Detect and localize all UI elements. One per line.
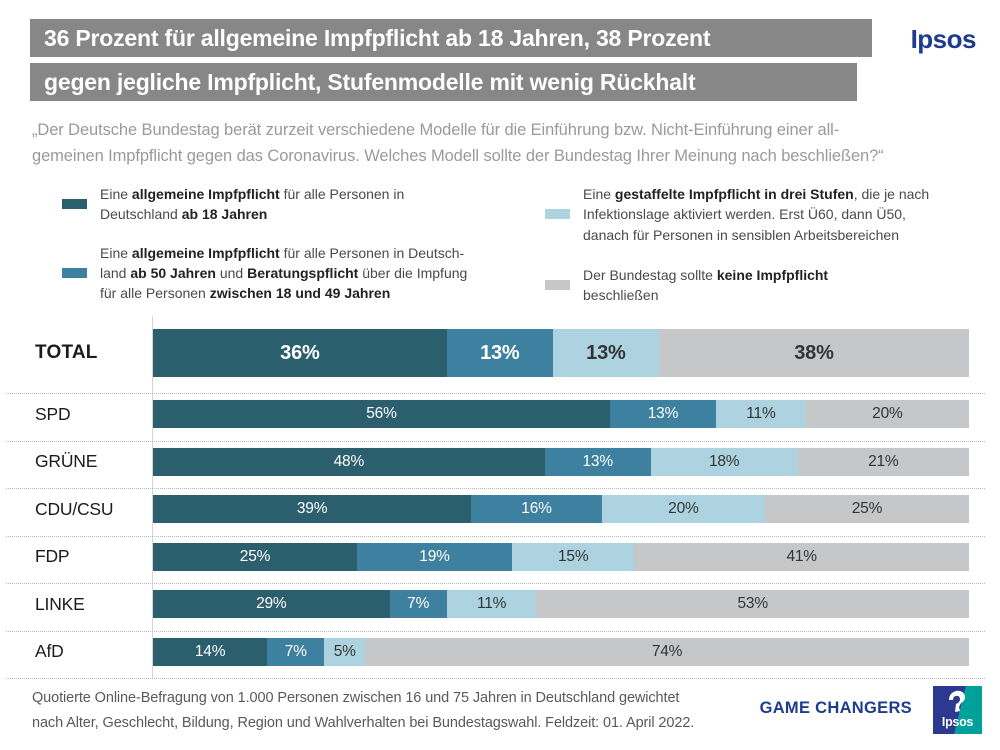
bar-segment: 18% bbox=[650, 447, 798, 476]
bar-segment: 39% bbox=[153, 495, 472, 523]
bar-segment: 29% bbox=[153, 590, 390, 618]
bar-segment: 56% bbox=[153, 400, 610, 428]
bar-segment: 25% bbox=[764, 495, 969, 523]
methodology-line-2: nach Alter, Geschlecht, Bildung, Region … bbox=[32, 715, 695, 732]
row-label-afd: AfD bbox=[35, 641, 64, 661]
stacked-bar: 36% 13% 13% 38% bbox=[153, 329, 969, 377]
bar-segment: 20% bbox=[805, 400, 969, 428]
bar-segment: 5% bbox=[324, 637, 366, 666]
row-divider bbox=[6, 488, 985, 489]
bar-segment: 21% bbox=[797, 447, 969, 476]
stacked-bar: 25% 19% 15% 41% bbox=[153, 542, 969, 571]
bar-segment: 13% bbox=[544, 447, 651, 476]
axis-line bbox=[152, 316, 153, 678]
legend-swatch bbox=[62, 199, 87, 210]
game-changers-tagline: GAME CHANGERS bbox=[759, 699, 912, 717]
ipsos-logo-text: Ipsos bbox=[941, 714, 974, 729]
row-divider bbox=[6, 583, 985, 584]
row-label-cdu-csu: CDU/CSU bbox=[35, 498, 114, 519]
headline-line-1: 36 Prozent für allgemeine Impfpflicht ab… bbox=[30, 19, 872, 57]
stacked-bar: 48% 13% 18% 21% bbox=[153, 447, 969, 476]
legend-label: Eine allgemeine Impfpflicht für alle Per… bbox=[100, 244, 468, 302]
bar-segment: 13% bbox=[609, 400, 717, 428]
bar-segment: 11% bbox=[446, 590, 537, 618]
row-label-total: TOTAL bbox=[35, 342, 98, 363]
ipsos-wordmark: Ipsos bbox=[910, 24, 977, 54]
bar-segment: 41% bbox=[634, 542, 969, 571]
stacked-bar: 14% 7% 5% 74% bbox=[153, 637, 969, 666]
legend-column-right: Eine gestaffelte Impfpflicht in drei Stu… bbox=[545, 184, 965, 305]
legend-label: Eine allgemeine Impfpflicht für alle Per… bbox=[100, 186, 405, 223]
bar-segment: 74% bbox=[365, 637, 969, 666]
bar-segment: 38% bbox=[658, 329, 969, 377]
legend-column-left: Eine allgemeine Impfpflicht für alle Per… bbox=[62, 184, 532, 303]
methodology-line-1: Quotierte Online-Befragung von 1.000 Per… bbox=[32, 690, 680, 706]
methodology-note: Quotierte Online-Befragung von 1.000 Per… bbox=[32, 686, 694, 737]
row-divider bbox=[6, 678, 985, 679]
row-divider bbox=[6, 393, 985, 394]
legend-item-ab-18: Eine allgemeine Impfpflicht für alle Per… bbox=[62, 184, 532, 225]
bar-segment: 25% bbox=[153, 542, 357, 571]
row-divider bbox=[6, 440, 985, 442]
legend-label: Eine gestaffelte Impfpflicht in drei Stu… bbox=[583, 186, 930, 243]
legend-item-ab-50-beratungspflicht: Eine allgemeine Impfpflicht für alle Per… bbox=[62, 243, 532, 304]
headline-line-2: gegen jegliche Impfplicht, Stufenmodelle… bbox=[30, 63, 857, 101]
row-label-fdp: FDP bbox=[35, 546, 70, 566]
headline-text-1: 36 Prozent für allgemeine Impfpflicht ab… bbox=[44, 25, 711, 51]
stacked-bar: 56% 13% 11% 20% bbox=[153, 400, 969, 428]
bar-segment: 14% bbox=[153, 637, 268, 666]
ipsos-logo: Ipsos bbox=[933, 686, 982, 734]
bar-segment: 36% bbox=[153, 329, 447, 377]
legend-swatch bbox=[62, 268, 87, 279]
bar-segment: 48% bbox=[153, 447, 545, 476]
legend-swatch bbox=[545, 280, 570, 291]
chart: TOTAL 36% 13% 13% 38% SPD 56% 13% 11% 20% GRÜNE 48%… bbox=[0, 316, 1000, 680]
legend-item-keine-impfpflicht: Der Bundestag sollte keine Impfpflicht b… bbox=[545, 265, 965, 306]
legend-swatch bbox=[545, 209, 570, 220]
survey-question: „Der Deutsche Bundestag berät zurzeit ve… bbox=[32, 118, 884, 169]
row-divider bbox=[6, 630, 985, 632]
bar-segment: 16% bbox=[471, 495, 602, 523]
ipsos-logo-glyph bbox=[949, 690, 965, 712]
bar-segment: 7% bbox=[389, 590, 447, 618]
survey-question-line-2: gemeinen Impfpflicht gegen das Coronavir… bbox=[32, 146, 884, 165]
bar-segment: 15% bbox=[512, 542, 635, 571]
bar-segment: 53% bbox=[536, 590, 969, 618]
legend-label: Der Bundestag sollte keine Impfpflicht b… bbox=[583, 266, 829, 304]
bar-segment: 7% bbox=[267, 637, 325, 666]
row-label-spd: SPD bbox=[35, 403, 71, 424]
bar-segment: 11% bbox=[716, 400, 806, 428]
bar-segment: 19% bbox=[357, 542, 513, 571]
bar-segment: 20% bbox=[601, 495, 765, 523]
bar-segment: 13% bbox=[446, 329, 553, 377]
row-label-linke: LINKE bbox=[35, 593, 85, 614]
stacked-bar: 29% 7% 11% 53% bbox=[153, 590, 969, 618]
row-divider bbox=[6, 535, 985, 537]
row-label-grüne: GRÜNE bbox=[35, 451, 98, 471]
bar-segment: 13% bbox=[552, 329, 659, 377]
survey-question-line-1: „Der Deutsche Bundestag berät zurzeit ve… bbox=[32, 121, 840, 139]
stacked-bar: 39% 16% 20% 25% bbox=[153, 495, 969, 523]
headline-text-2: gegen jegliche Impfplicht, Stufenmodelle… bbox=[44, 69, 696, 95]
legend-item-gestaffelt-drei-stufen: Eine gestaffelte Impfpflicht in drei Stu… bbox=[545, 184, 965, 245]
